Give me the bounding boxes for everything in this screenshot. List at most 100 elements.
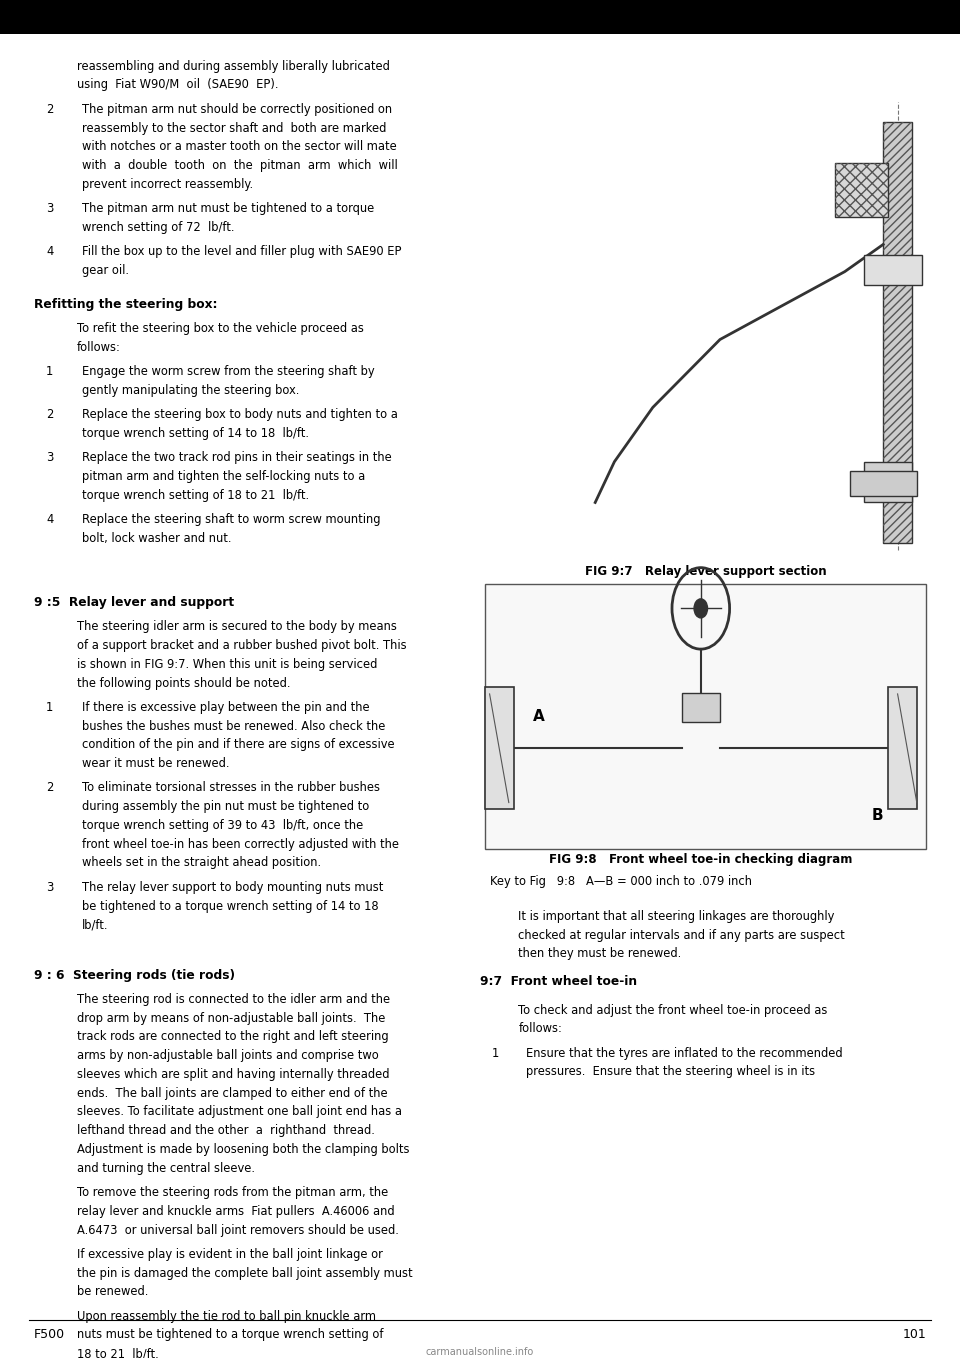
Text: relay lever and knuckle arms  Fiat pullers  A.46006 and: relay lever and knuckle arms Fiat puller… <box>77 1205 395 1218</box>
Text: bolt, lock washer and nut.: bolt, lock washer and nut. <box>82 532 231 545</box>
Text: follows:: follows: <box>77 341 121 354</box>
Text: prevent incorrect reassembly.: prevent incorrect reassembly. <box>82 178 252 191</box>
Text: A.6473  or universal ball joint removers should be used.: A.6473 or universal ball joint removers … <box>77 1224 398 1237</box>
Bar <box>0 0 960 34</box>
Text: be tightened to a torque wrench setting of 14 to 18: be tightened to a torque wrench setting … <box>82 899 378 913</box>
Text: reassembling and during assembly liberally lubricated: reassembling and during assembly liberal… <box>77 60 390 73</box>
Text: The pitman arm nut must be tightened to a torque: The pitman arm nut must be tightened to … <box>82 202 373 215</box>
Text: sleeves which are split and having internally threaded: sleeves which are split and having inter… <box>77 1067 390 1081</box>
Bar <box>864 462 912 502</box>
Bar <box>864 255 922 285</box>
Text: and turning the central sleeve.: and turning the central sleeve. <box>77 1161 254 1175</box>
Text: FIG 9:8   Front wheel toe-in checking diagram: FIG 9:8 Front wheel toe-in checking diag… <box>549 853 852 866</box>
Text: 3: 3 <box>46 881 54 894</box>
Text: 4: 4 <box>46 513 54 527</box>
Text: A: A <box>533 709 544 724</box>
Bar <box>485 687 514 809</box>
Text: Key to Fig   9:8   A—B = 000 inch to .079 inch: Key to Fig 9:8 A—B = 000 inch to .079 in… <box>490 875 752 888</box>
Text: Adjustment is made by loosening both the clamping bolts: Adjustment is made by loosening both the… <box>77 1143 409 1156</box>
Text: The steering rod is connected to the idler arm and the: The steering rod is connected to the idl… <box>77 993 390 1006</box>
Text: The steering idler arm is secured to the body by means: The steering idler arm is secured to the… <box>77 621 396 633</box>
Text: torque wrench setting of 39 to 43  lb/ft, once the: torque wrench setting of 39 to 43 lb/ft,… <box>82 819 363 832</box>
Text: drop arm by means of non-adjustable ball joints.  The: drop arm by means of non-adjustable ball… <box>77 1012 385 1025</box>
Bar <box>888 687 917 809</box>
Text: then they must be renewed.: then they must be renewed. <box>518 948 682 960</box>
Bar <box>835 163 888 217</box>
Text: ends.  The ball joints are clamped to either end of the: ends. The ball joints are clamped to eit… <box>77 1086 388 1100</box>
Text: track rods are connected to the right and left steering: track rods are connected to the right an… <box>77 1031 389 1043</box>
Text: 1: 1 <box>492 1047 499 1059</box>
Text: FIG 9:7   Relay lever support section: FIG 9:7 Relay lever support section <box>585 565 827 579</box>
Text: lb/ft.: lb/ft. <box>82 918 108 932</box>
Text: Fill the box up to the level and filler plug with SAE90 EP: Fill the box up to the level and filler … <box>82 246 401 258</box>
Text: Upon reassembly the tie rod to ball pin knuckle arm: Upon reassembly the tie rod to ball pin … <box>77 1309 375 1323</box>
Text: Replace the steering shaft to worm screw mounting: Replace the steering shaft to worm screw… <box>82 513 380 527</box>
Text: during assembly the pin nut must be tightened to: during assembly the pin nut must be tigh… <box>82 800 369 813</box>
Text: 4: 4 <box>46 246 54 258</box>
Text: Ensure that the tyres are inflated to the recommended: Ensure that the tyres are inflated to th… <box>526 1047 843 1059</box>
Text: condition of the pin and if there are signs of excessive: condition of the pin and if there are si… <box>82 739 395 751</box>
Text: To check and adjust the front wheel toe-in proceed as: To check and adjust the front wheel toe-… <box>518 1004 828 1017</box>
Text: sleeves. To facilitate adjustment one ball joint end has a: sleeves. To facilitate adjustment one ba… <box>77 1105 402 1119</box>
Text: using  Fiat W90/M  oil  (SAE90  EP).: using Fiat W90/M oil (SAE90 EP). <box>77 79 278 91</box>
Text: Engage the worm screw from the steering shaft by: Engage the worm screw from the steering … <box>82 365 374 379</box>
Text: 2: 2 <box>46 103 54 115</box>
Text: 9:7  Front wheel toe-in: 9:7 Front wheel toe-in <box>480 975 637 989</box>
Text: pressures.  Ensure that the steering wheel is in its: pressures. Ensure that the steering whee… <box>526 1066 815 1078</box>
Text: 2: 2 <box>46 781 54 794</box>
Text: 3: 3 <box>46 451 54 464</box>
Text: To remove the steering rods from the pitman arm, the: To remove the steering rods from the pit… <box>77 1186 388 1199</box>
Text: To eliminate torsional stresses in the rubber bushes: To eliminate torsional stresses in the r… <box>82 781 379 794</box>
Bar <box>883 122 912 543</box>
Text: nuts must be tightened to a torque wrench setting of: nuts must be tightened to a torque wrenc… <box>77 1328 383 1342</box>
Text: torque wrench setting of 14 to 18  lb/ft.: torque wrench setting of 14 to 18 lb/ft. <box>82 426 308 440</box>
Text: 2: 2 <box>46 409 54 421</box>
Text: lefthand thread and the other  a  righthand  thread.: lefthand thread and the other a righthan… <box>77 1124 374 1137</box>
Text: F500: F500 <box>34 1328 64 1342</box>
Text: 101: 101 <box>902 1328 926 1342</box>
Text: If excessive play is evident in the ball joint linkage or: If excessive play is evident in the ball… <box>77 1248 383 1260</box>
Text: with  a  double  tooth  on  the  pitman  arm  which  will: with a double tooth on the pitman arm wh… <box>82 159 397 172</box>
Text: pitman arm and tighten the self-locking nuts to a: pitman arm and tighten the self-locking … <box>82 470 365 483</box>
Text: is shown in FIG 9:7. When this unit is being serviced: is shown in FIG 9:7. When this unit is b… <box>77 657 377 671</box>
Text: wheels set in the straight ahead position.: wheels set in the straight ahead positio… <box>82 857 321 869</box>
Text: B: B <box>872 808 883 823</box>
Text: with notches or a master tooth on the sector will mate: with notches or a master tooth on the se… <box>82 140 396 153</box>
Text: of a support bracket and a rubber bushed pivot bolt. This: of a support bracket and a rubber bushed… <box>77 640 406 652</box>
Text: the pin is damaged the complete ball joint assembly must: the pin is damaged the complete ball joi… <box>77 1267 413 1279</box>
Text: arms by non-adjustable ball joints and comprise two: arms by non-adjustable ball joints and c… <box>77 1050 378 1062</box>
Text: Replace the two track rod pins in their seatings in the: Replace the two track rod pins in their … <box>82 451 392 464</box>
Text: checked at regular intervals and if any parts are suspect: checked at regular intervals and if any … <box>518 929 845 941</box>
Bar <box>883 122 912 543</box>
Text: follows:: follows: <box>518 1023 563 1035</box>
Bar <box>850 471 917 496</box>
Text: 18 to 21  lb/ft.: 18 to 21 lb/ft. <box>77 1347 158 1358</box>
Text: carmanualsonline.info: carmanualsonline.info <box>426 1347 534 1357</box>
Text: It is important that all steering linkages are thoroughly: It is important that all steering linkag… <box>518 910 835 923</box>
Text: be renewed.: be renewed. <box>77 1286 148 1298</box>
Text: wrench setting of 72  lb/ft.: wrench setting of 72 lb/ft. <box>82 221 234 234</box>
Text: wear it must be renewed.: wear it must be renewed. <box>82 758 229 770</box>
Text: 1: 1 <box>46 365 54 379</box>
Text: The relay lever support to body mounting nuts must: The relay lever support to body mounting… <box>82 881 383 894</box>
Text: bushes the bushes must be renewed. Also check the: bushes the bushes must be renewed. Also … <box>82 720 385 732</box>
Bar <box>835 163 888 217</box>
Text: 1: 1 <box>46 701 54 714</box>
Text: 9 :5  Relay lever and support: 9 :5 Relay lever and support <box>34 596 233 608</box>
Text: 3: 3 <box>46 202 54 215</box>
Text: the following points should be noted.: the following points should be noted. <box>77 676 290 690</box>
Bar <box>485 584 926 849</box>
Text: torque wrench setting of 18 to 21  lb/ft.: torque wrench setting of 18 to 21 lb/ft. <box>82 489 309 502</box>
Text: front wheel toe-in has been correctly adjusted with the: front wheel toe-in has been correctly ad… <box>82 838 398 850</box>
Text: If there is excessive play between the pin and the: If there is excessive play between the p… <box>82 701 370 714</box>
Text: 9 : 6  Steering rods (tie rods): 9 : 6 Steering rods (tie rods) <box>34 968 234 982</box>
Text: To refit the steering box to the vehicle proceed as: To refit the steering box to the vehicle… <box>77 322 364 335</box>
Text: The pitman arm nut should be correctly positioned on: The pitman arm nut should be correctly p… <box>82 103 392 115</box>
Circle shape <box>694 599 708 618</box>
Text: reassembly to the sector shaft and  both are marked: reassembly to the sector shaft and both … <box>82 122 386 134</box>
Text: gently manipulating the steering box.: gently manipulating the steering box. <box>82 384 299 397</box>
Text: gear oil.: gear oil. <box>82 263 129 277</box>
Text: Replace the steering box to body nuts and tighten to a: Replace the steering box to body nuts an… <box>82 409 397 421</box>
Bar <box>682 693 720 722</box>
Text: Refitting the steering box:: Refitting the steering box: <box>34 297 217 311</box>
